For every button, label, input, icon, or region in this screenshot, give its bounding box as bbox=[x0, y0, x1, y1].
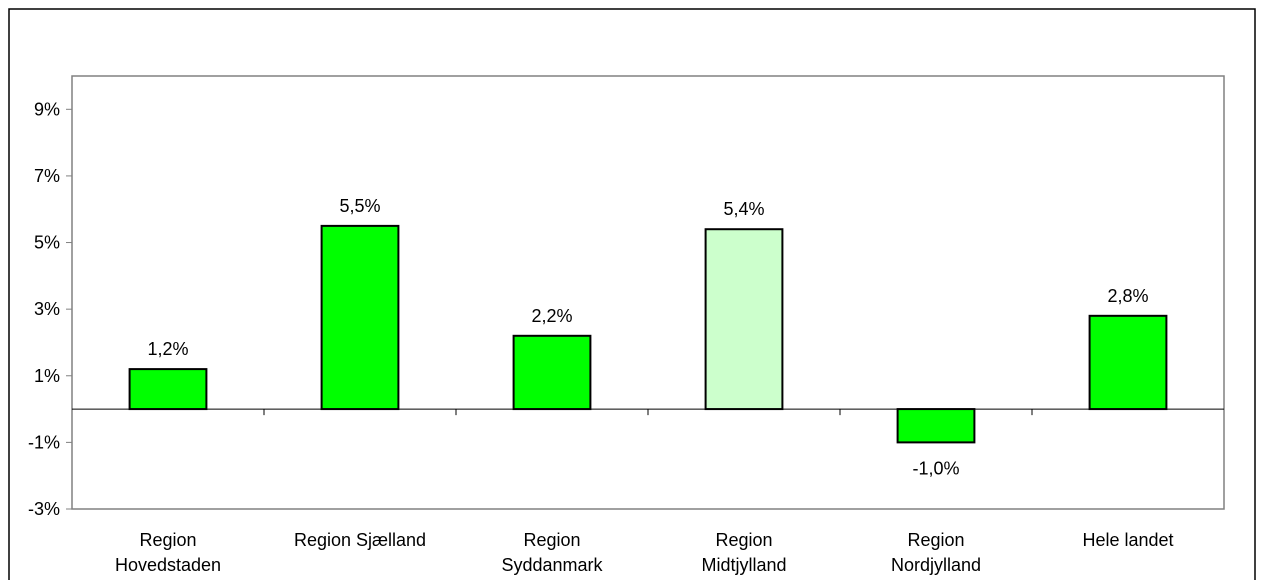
data-label: -1,0% bbox=[912, 458, 959, 478]
bar bbox=[512, 334, 592, 411]
bars bbox=[128, 224, 1168, 444]
x-category-label: Region Nordjylland bbox=[891, 530, 981, 575]
x-category-label-line: Region bbox=[907, 530, 964, 550]
y-tick-label: -3% bbox=[28, 499, 60, 519]
data-label: 1,2% bbox=[147, 339, 188, 359]
y-tick-label: 5% bbox=[34, 233, 60, 253]
plot-area bbox=[71, 75, 1225, 510]
y-axis: 9% 7% 5% 3% 1% -1% -3% bbox=[28, 99, 72, 519]
y-tick-label: 9% bbox=[34, 99, 60, 119]
bar bbox=[128, 368, 208, 411]
x-category-label-line: Nordjylland bbox=[891, 555, 981, 575]
data-label: 2,8% bbox=[1107, 286, 1148, 306]
data-label: 5,5% bbox=[339, 196, 380, 216]
x-category-label-line: Syddanmark bbox=[501, 555, 603, 575]
y-tick-label: 7% bbox=[34, 166, 60, 186]
x-category-label: Region Hovedstaden bbox=[115, 530, 221, 575]
x-category-label: Hele landet bbox=[1082, 530, 1173, 550]
x-category-label: Region Midtjylland bbox=[701, 530, 786, 575]
x-category-label-line: Hele landet bbox=[1082, 530, 1173, 550]
x-axis-labels: Region Hovedstaden Region Sjælland Region Sy… bbox=[115, 530, 1174, 575]
x-category-label-line: Region bbox=[139, 530, 196, 550]
x-category-label-line: Midtjylland bbox=[701, 555, 786, 575]
y-tick-label: 1% bbox=[34, 366, 60, 386]
data-labels: 1,2% 5,5% 2,2% 5,4% -1,0% 2,8% bbox=[147, 196, 1148, 479]
x-axis-ticks bbox=[263, 409, 1033, 416]
x-category-label: Region Syddanmark bbox=[501, 530, 603, 575]
bar bbox=[1088, 314, 1168, 411]
x-category-label-line: Region bbox=[523, 530, 580, 550]
y-tick-label: 3% bbox=[34, 299, 60, 319]
data-label: 2,2% bbox=[531, 306, 572, 326]
bar bbox=[320, 224, 400, 411]
data-label: 5,4% bbox=[723, 199, 764, 219]
bar bbox=[896, 408, 976, 444]
x-category-label-line: Region Sjælland bbox=[294, 530, 426, 550]
x-category-label-line: Region bbox=[715, 530, 772, 550]
y-tick-label: -1% bbox=[28, 432, 60, 452]
x-category-label: Region Sjælland bbox=[294, 530, 426, 550]
x-category-label-line: Hovedstaden bbox=[115, 555, 221, 575]
bar bbox=[704, 228, 784, 411]
